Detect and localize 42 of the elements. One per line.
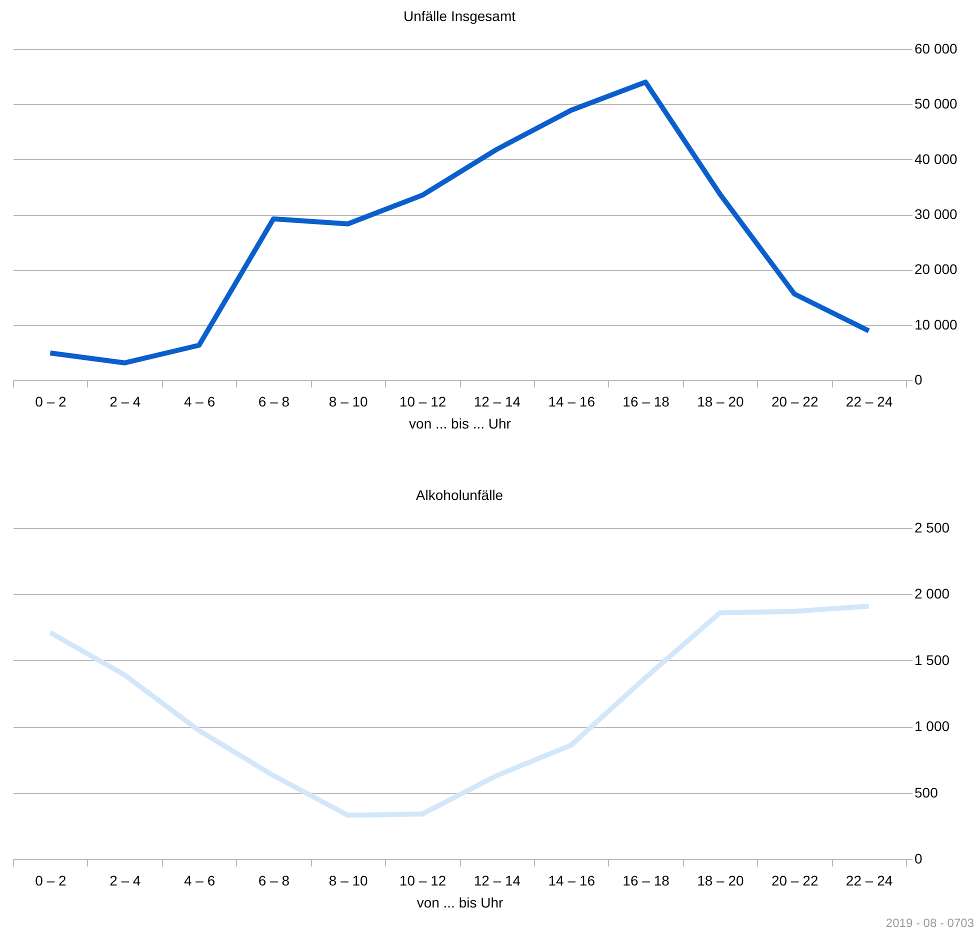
x-tick-label: 0 – 2 xyxy=(35,872,66,888)
y-tick-label: 60 000 xyxy=(914,40,958,56)
y-tick-label: 1 500 xyxy=(914,652,950,668)
chart-title: Alkoholunfälle xyxy=(416,487,504,503)
x-tick-label: 12 – 14 xyxy=(474,872,521,888)
x-tick-label: 2 – 4 xyxy=(110,872,141,888)
y-tick-label: 0 xyxy=(914,850,922,866)
x-tick-label: 0 – 2 xyxy=(35,394,66,410)
x-tick-label: 16 – 18 xyxy=(622,394,670,410)
x-tick-label: 14 – 16 xyxy=(548,394,596,410)
text: 2019 - 08 - 0703 xyxy=(886,916,974,930)
y-tick-label: 10 000 xyxy=(914,316,958,332)
x-tick-label: 22 – 24 xyxy=(846,872,893,888)
x-tick-label: 6 – 8 xyxy=(258,394,290,410)
x-tick-label: 8 – 10 xyxy=(328,394,368,410)
y-tick-label: 20 000 xyxy=(914,261,958,278)
x-tick-label: 12 – 14 xyxy=(474,394,521,410)
x-tick-label: 22 – 24 xyxy=(846,394,893,410)
x-tick-label: 4 – 6 xyxy=(184,872,216,888)
x-tick-label: 4 – 6 xyxy=(184,394,216,410)
y-tick-label: 0 xyxy=(914,372,922,388)
x-tick-label: 14 – 16 xyxy=(548,872,596,888)
x-axis-title: von ... bis ... Uhr xyxy=(409,416,512,432)
x-tick-label: 16 – 18 xyxy=(622,872,670,888)
y-tick-label: 500 xyxy=(914,784,938,800)
y-tick-label: 2 500 xyxy=(914,520,950,536)
y-tick-label: 2 000 xyxy=(914,586,950,602)
x-tick-label: 18 – 20 xyxy=(697,394,744,410)
x-tick-label: 10 – 12 xyxy=(399,872,446,888)
x-tick-label: 18 – 20 xyxy=(697,872,744,888)
chart-title: Unfälle Insgesamt xyxy=(403,8,516,24)
x-tick-label: 10 – 12 xyxy=(399,394,446,410)
x-tick-label: 20 – 22 xyxy=(772,872,818,888)
x-tick-label: 2 – 4 xyxy=(110,394,141,410)
y-tick-label: 30 000 xyxy=(914,206,958,222)
x-tick-label: 8 – 10 xyxy=(328,872,368,888)
x-tick-label: 20 – 22 xyxy=(772,394,818,410)
x-axis-title: von ... bis Uhr xyxy=(416,894,504,910)
y-tick-label: 50 000 xyxy=(914,96,958,112)
y-tick-label: 40 000 xyxy=(914,150,958,167)
y-tick-label: 1 000 xyxy=(914,718,950,734)
x-tick-label: 6 – 8 xyxy=(258,872,290,888)
